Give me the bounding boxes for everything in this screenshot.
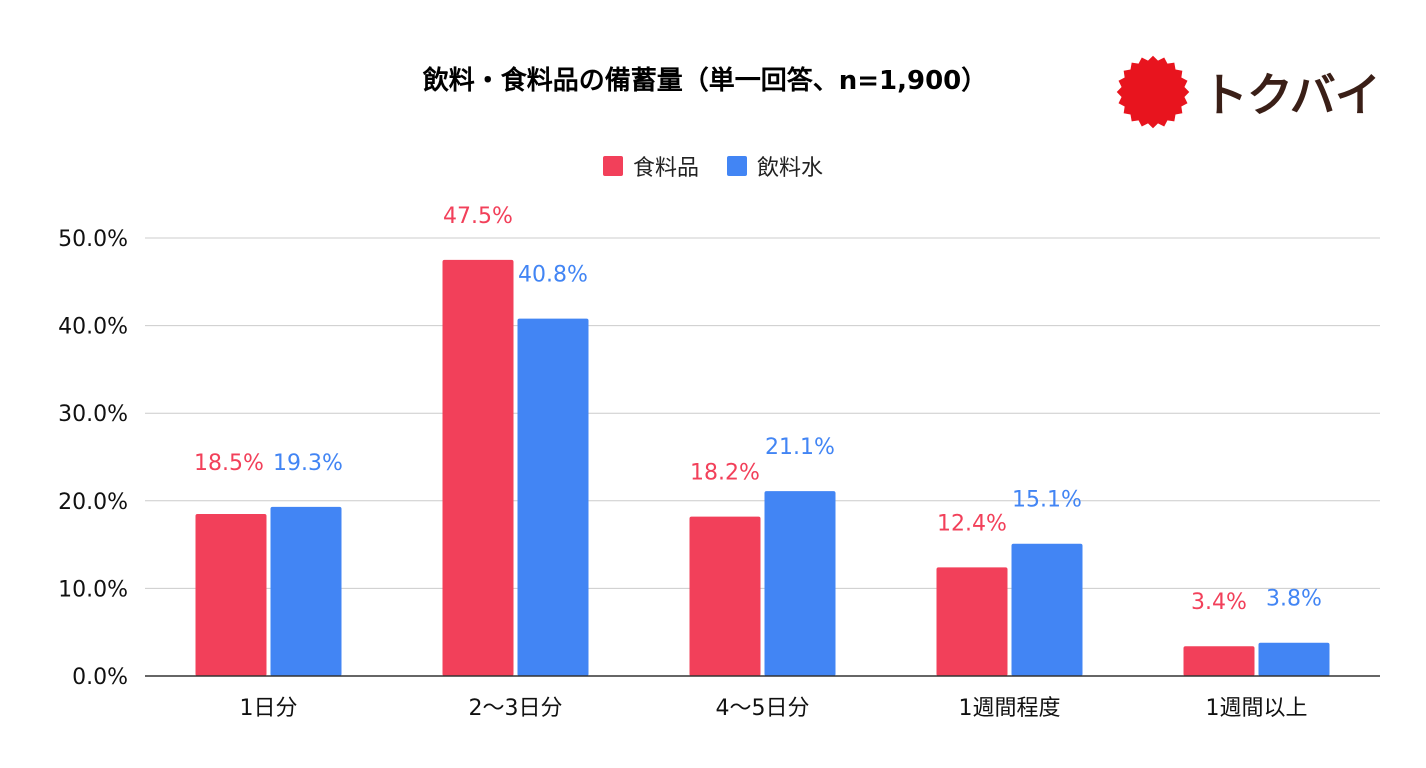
legend-label-food: 食料品 — [632, 156, 699, 181]
data-label-food: 12.4% — [937, 511, 1007, 536]
legend-item-water: 飲料水 — [727, 150, 823, 182]
y-tick-label: 10.0% — [58, 577, 128, 602]
bar-water — [270, 506, 342, 676]
bar-food — [1183, 646, 1255, 676]
x-tick-label: 4〜5日分 — [716, 696, 810, 721]
legend-swatch-water — [727, 156, 747, 176]
data-label-food: 47.5% — [443, 204, 513, 229]
bar-water — [1011, 543, 1083, 676]
data-label-water: 15.1% — [1012, 488, 1082, 513]
chart-title: 飲料・食料品の備蓄量（単一回答、n=1,900） — [422, 66, 988, 96]
data-label-water: 21.1% — [765, 435, 835, 460]
bar-water — [764, 491, 836, 676]
y-tick-label: 40.0% — [58, 315, 128, 340]
brand-name: トクバイ — [1202, 68, 1381, 122]
data-label-food: 3.4% — [1191, 590, 1247, 615]
badge-shape — [1116, 55, 1190, 129]
data-label-water: 3.8% — [1266, 587, 1322, 612]
chart-legend: 食料品 飲料水 — [0, 150, 1426, 182]
bar-food — [936, 567, 1008, 676]
data-label-water: 19.3% — [273, 451, 343, 476]
bar-food — [689, 516, 761, 676]
legend-label-water: 飲料水 — [757, 156, 824, 181]
data-label-water: 40.8% — [518, 263, 588, 288]
bar-food — [195, 513, 267, 676]
bar-water — [517, 318, 589, 676]
x-tick-label: 1日分 — [240, 696, 298, 721]
data-label-food: 18.5% — [194, 451, 264, 476]
brand-logo: トクバイ — [1116, 52, 1381, 132]
sunburst-badge-icon — [1116, 55, 1190, 129]
y-tick-label: 50.0% — [58, 227, 128, 252]
x-tick-label: 1週間程度 — [959, 696, 1061, 721]
legend-swatch-food — [602, 156, 623, 176]
y-tick-label: 0.0% — [72, 665, 128, 690]
data-label-food: 18.2% — [690, 461, 760, 486]
legend-item-food: 食料品 — [602, 150, 699, 182]
bar-food — [442, 259, 514, 676]
y-tick-label: 30.0% — [58, 402, 128, 427]
bar-water — [1258, 642, 1330, 676]
y-tick-label: 20.0% — [58, 490, 128, 515]
x-tick-label: 1週間以上 — [1206, 696, 1308, 721]
x-tick-label: 2〜3日分 — [469, 696, 563, 721]
